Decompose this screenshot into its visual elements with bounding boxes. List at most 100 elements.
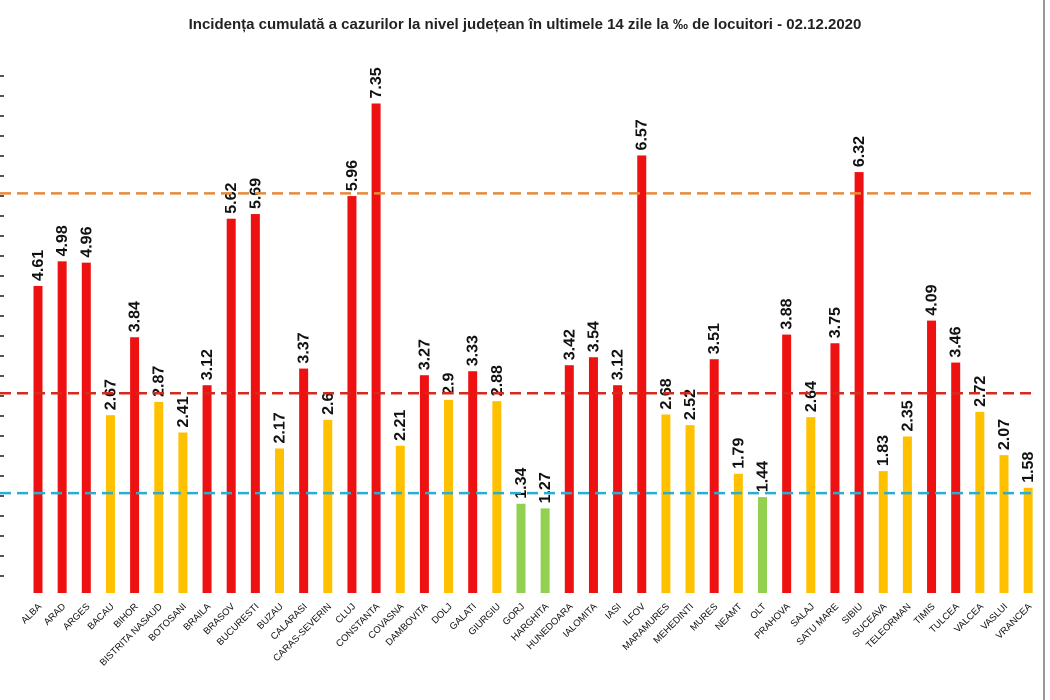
data-label: 4.61 [30,250,47,281]
bar-iasi [613,385,623,593]
data-label: 6.57 [634,119,651,150]
bar-mures [709,359,719,593]
bar-botosani [178,432,188,593]
bar-suceava [878,471,888,593]
y-axis-tick [0,435,4,437]
bar-covasna [395,445,405,593]
y-axis-tick [0,335,4,337]
y-axis-tick [0,555,4,557]
y-axis-tick [0,295,4,297]
data-label: 2.52 [682,389,699,420]
x-tick-label: BACAU [86,601,117,632]
bar-constanta [371,103,381,594]
data-label: 2.9 [441,373,458,395]
data-label: 6.32 [851,136,868,167]
data-label: 1.44 [755,461,772,492]
bar-neamt [733,473,743,593]
bar-dambovita [419,375,429,593]
data-label: 3.54 [585,321,602,352]
data-label: 4.98 [54,225,71,256]
data-label: 3.12 [199,349,216,380]
bar-tulcea [951,362,961,593]
data-label: 1.79 [730,438,747,469]
data-label: 4.96 [78,226,95,257]
bar-prahova [782,334,792,593]
y-axis-tick [0,75,4,77]
bar-bacau [105,415,115,593]
y-axis-tick [0,355,4,357]
data-label: 7.35 [368,67,385,98]
bar-salaj [806,417,816,593]
bar-hunedoara [564,365,574,593]
bar-satu-mare [830,343,840,593]
data-label: 2.64 [803,381,820,412]
data-label: 3.12 [610,349,627,380]
bar-arad [57,261,67,593]
y-axis-tick [0,415,4,417]
data-label: 3.27 [416,339,433,370]
data-label: 3.33 [465,335,482,366]
bar-ialomita [588,357,598,593]
data-label: 3.37 [296,332,313,363]
bar-harghita [540,508,550,593]
bar-giurgiu [492,401,502,593]
bar-galati [468,371,478,593]
y-axis-tick [0,275,4,277]
bar-sibiu [854,172,864,593]
data-label: 2.17 [272,412,289,443]
bar-teleorman [902,436,912,593]
data-label: 3.51 [706,323,723,354]
x-tick-label: ALBA [19,601,44,626]
y-axis-tick [0,475,4,477]
x-tick-label: IASI [603,601,623,621]
data-label: 1.34 [513,468,530,499]
data-label: 1.58 [1020,452,1037,483]
bar-calarasi [299,368,309,593]
bar-buzau [275,448,284,593]
data-label: 2.87 [151,366,168,397]
bar-cluj [347,196,357,593]
y-axis-tick [0,195,4,197]
y-axis-tick [0,95,4,97]
data-label: 2.21 [392,410,409,441]
y-axis-tick [0,175,4,177]
data-label: 2.41 [175,396,192,427]
data-label: 2.07 [996,419,1013,450]
bar-mehedinti [685,425,695,593]
data-label: 3.84 [127,301,144,332]
data-label: 3.75 [827,307,844,338]
y-axis-tick [0,135,4,137]
bar-caras-severin [323,419,333,593]
x-tick-label: OLT [748,601,768,621]
data-label: 1.27 [537,472,554,503]
data-label: 1.83 [875,435,892,466]
bar-braila [202,385,212,593]
data-label: 2.72 [972,376,989,407]
data-label: 3.88 [779,298,796,329]
data-label: 3.42 [561,329,578,360]
bar-timis [927,320,937,593]
bar-arges [81,262,91,593]
bar-valcea [975,411,985,593]
y-axis-tick [0,515,4,517]
data-label: 2.88 [489,365,506,396]
bar-gorj [516,503,526,593]
y-axis-tick [0,375,4,377]
data-label: 2.67 [102,379,119,410]
y-axis-tick [0,315,4,317]
bar-vaslui [999,455,1009,593]
bar-dolj [444,399,454,593]
bar-alba [33,285,43,593]
y-axis-tick [0,495,4,497]
y-axis-tick [0,115,4,117]
y-axis-tick [0,155,4,157]
y-axis-tick [0,235,4,237]
bar-vrancea [1023,487,1033,593]
bar-brasov [226,218,236,593]
bar-bistrita-nasaud [154,401,164,593]
data-label: 5.62 [223,182,240,213]
data-label: 2.35 [899,400,916,431]
y-axis-tick [0,455,4,457]
data-label: 5.96 [344,160,361,191]
